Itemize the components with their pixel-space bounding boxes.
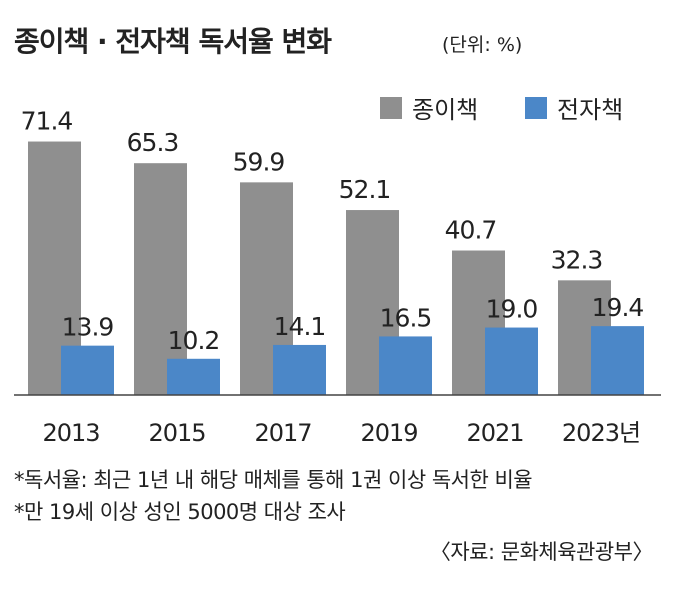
bar-ebook-0 (61, 345, 114, 395)
category-label-1: 2015 (148, 419, 205, 447)
label-ebook-5: 19.4 (592, 293, 644, 322)
legend-label-ebook: 전자책 (557, 96, 624, 124)
chart-title: 종이책 · 전자책 독서율 변화 (14, 25, 332, 58)
legend-swatch-ebook (525, 96, 547, 119)
category-label-3: 2019 (360, 419, 417, 447)
bar-ebook-5 (591, 326, 644, 395)
label-ebook-4: 19.0 (486, 295, 538, 324)
label-paper-2: 59.9 (233, 147, 285, 176)
label-ebook-0: 13.9 (62, 313, 114, 342)
category-label-4: 2021 (466, 419, 523, 447)
label-ebook-2: 14.1 (274, 312, 326, 341)
legend-item-paper: 종이책 (380, 90, 478, 125)
footnote-sample: *만 19세 이상 성인 5000명 대상 조사 (14, 500, 346, 524)
category-label-0: 2013 (42, 419, 99, 447)
label-paper-1: 65.3 (127, 128, 179, 157)
label-paper-4: 40.7 (445, 216, 497, 245)
unit-label: (단위: %) (442, 34, 523, 56)
legend-item-ebook: 전자책 (525, 90, 623, 125)
category-label-2: 2017 (254, 419, 311, 447)
footnote-definition: *독서율: 최근 1년 내 해당 매체를 통해 1권 이상 독서한 비율 (14, 468, 533, 492)
bar-ebook-3 (379, 336, 432, 395)
bar-ebook-4 (485, 327, 538, 395)
label-ebook-1: 10.2 (168, 326, 220, 355)
bar-paper-1 (134, 163, 187, 395)
label-paper-0: 71.4 (21, 107, 73, 136)
label-ebook-3: 16.5 (380, 303, 432, 332)
label-paper-5: 32.3 (551, 245, 603, 274)
bar-chart: 71.4 13.9 2013 65.3 10.2 2015 59.9 14.1 2017 52.1… (14, 107, 661, 447)
legend-swatch-paper (380, 96, 402, 119)
legend-label-paper: 종이책 (412, 96, 479, 124)
bar-ebook-1 (167, 358, 220, 395)
label-paper-3: 52.1 (339, 175, 391, 204)
footnotes: *독서율: 최근 1년 내 해당 매체를 통해 1권 이상 독서한 비율 *만 … (14, 464, 533, 528)
source-note: 〈자료: 문화체육관광부〉 (429, 540, 654, 564)
category-label-5: 2023년 (562, 419, 640, 447)
bar-ebook-2 (273, 344, 326, 395)
